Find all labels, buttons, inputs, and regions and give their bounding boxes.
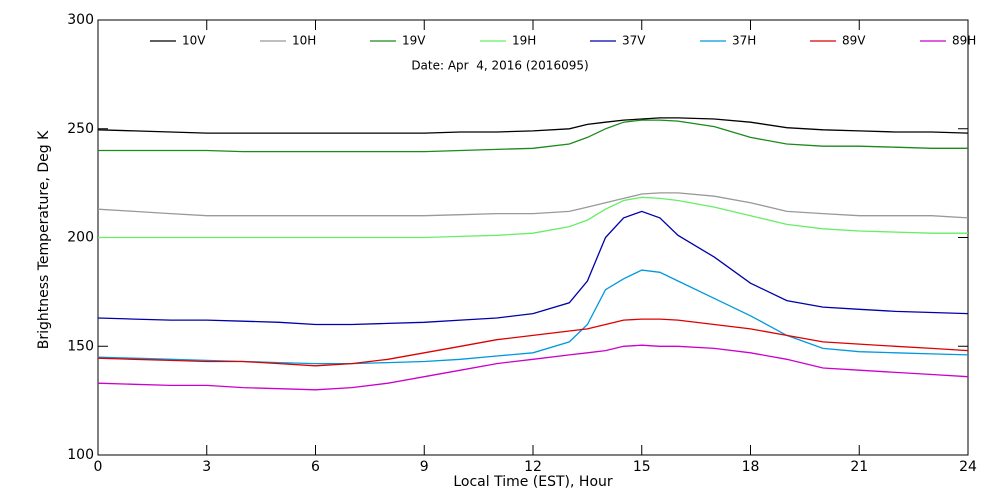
series-line (97, 210, 969, 326)
x-tick-label: 24 (959, 459, 977, 475)
y-tick-label: 200 (67, 230, 94, 246)
legend-label: 37H (732, 34, 756, 48)
series-line (98, 196, 968, 239)
legend-label: 19V (402, 34, 426, 48)
series-line (97, 344, 969, 391)
x-tick-label: 6 (311, 459, 320, 475)
x-tick-label: 9 (420, 459, 429, 475)
y-axis-label: Brightness Temperature, Deg K (36, 130, 52, 349)
legend-label: 10H (292, 34, 316, 48)
legend-label: 89V (842, 34, 866, 48)
legend-label: 19H (512, 34, 536, 48)
x-axis-label: Local Time (EST), Hour (453, 474, 613, 490)
legend-label: 37V (622, 34, 646, 48)
chart-subtitle: Date: Apr 4, 2016 (2016095) (411, 59, 588, 73)
x-tick-label: 12 (524, 459, 542, 475)
x-tick-label: 0 (94, 459, 103, 475)
series-line (98, 119, 968, 153)
y-tick-label: 250 (67, 121, 94, 137)
x-tick-label: 15 (633, 459, 651, 475)
y-tick-label: 150 (67, 338, 94, 354)
x-tick-label: 18 (742, 459, 760, 475)
series-line (97, 318, 969, 367)
x-tick-label: 21 (850, 459, 868, 475)
x-tick-label: 3 (202, 459, 211, 475)
series-line (97, 117, 969, 134)
legend-label: 89H (952, 34, 976, 48)
series-line (97, 269, 969, 365)
legend-label: 10V (182, 34, 206, 48)
y-tick-label: 100 (67, 447, 94, 463)
y-tick-label: 300 (67, 12, 94, 28)
series-line (97, 192, 969, 219)
